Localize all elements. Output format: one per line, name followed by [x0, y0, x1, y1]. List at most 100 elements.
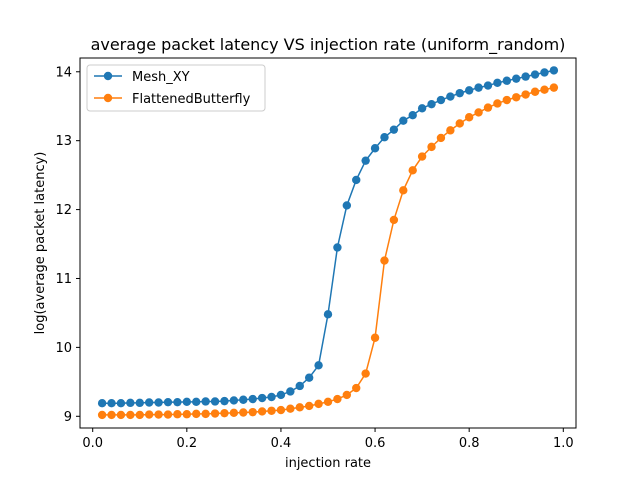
- data-point-flattenedbutterfly: [540, 85, 549, 94]
- data-point-mesh-xy: [163, 397, 173, 407]
- data-point-flattenedbutterfly: [380, 256, 389, 265]
- data-point-mesh-xy: [107, 398, 116, 408]
- data-point-flattenedbutterfly: [286, 404, 295, 413]
- x-tick-label: 0.8: [459, 436, 480, 451]
- data-point-flattenedbutterfly: [446, 126, 455, 135]
- data-point-flattenedbutterfly: [314, 399, 323, 409]
- data-point-mesh-xy: [446, 92, 455, 101]
- data-point-flattenedbutterfly: [399, 186, 408, 195]
- data-point-flattenedbutterfly: [427, 142, 436, 152]
- data-point-mesh-xy: [248, 394, 257, 404]
- data-point-mesh-xy: [144, 398, 154, 407]
- plot-frame: [79, 57, 577, 429]
- y-tick-label: 13: [55, 134, 72, 149]
- data-point-flattenedbutterfly: [248, 407, 257, 417]
- data-point-flattenedbutterfly: [135, 410, 144, 420]
- data-point-flattenedbutterfly: [97, 410, 107, 420]
- data-point-mesh-xy: [380, 133, 389, 142]
- series-layer: [97, 66, 559, 420]
- data-point-mesh-xy: [352, 175, 361, 185]
- data-point-mesh-xy: [455, 88, 464, 98]
- x-tick-label: 0.2: [176, 436, 197, 451]
- data-point-flattenedbutterfly: [229, 408, 239, 418]
- data-point-mesh-xy: [229, 396, 239, 405]
- x-tick-label: 0.4: [271, 436, 292, 451]
- y-tick-label: 10: [55, 341, 72, 356]
- data-point-flattenedbutterfly: [512, 93, 521, 102]
- data-point-flattenedbutterfly: [107, 410, 116, 420]
- data-point-flattenedbutterfly: [352, 383, 361, 393]
- data-point-mesh-xy: [342, 201, 352, 210]
- legend-box: [86, 64, 266, 112]
- data-point-flattenedbutterfly: [361, 369, 370, 378]
- data-point-mesh-xy: [154, 398, 163, 407]
- legend-marker-flattenedbutterfly: [103, 93, 113, 103]
- data-point-mesh-xy: [97, 398, 107, 408]
- data-point-mesh-xy: [182, 397, 192, 407]
- data-point-flattenedbutterfly: [455, 119, 464, 128]
- data-point-mesh-xy: [370, 144, 380, 153]
- data-point-flattenedbutterfly: [192, 409, 201, 419]
- data-point-mesh-xy: [474, 83, 483, 92]
- x-axis: 0.0 0.2 0.4 0.6 0.8 1.0: [82, 428, 574, 451]
- data-point-mesh-xy: [417, 104, 427, 113]
- y-axis: 9 10 11 12 13 14: [55, 65, 80, 425]
- x-tick-label: 1.0: [553, 436, 574, 451]
- data-point-flattenedbutterfly: [201, 409, 210, 419]
- data-point-mesh-xy: [436, 95, 446, 105]
- data-point-flattenedbutterfly: [239, 408, 248, 417]
- data-point-mesh-xy: [361, 156, 370, 165]
- data-point-mesh-xy: [333, 243, 342, 252]
- data-point-flattenedbutterfly: [493, 99, 502, 108]
- data-point-flattenedbutterfly: [521, 90, 530, 99]
- data-point-flattenedbutterfly: [267, 406, 276, 415]
- x-tick-label: 0.6: [365, 436, 386, 451]
- data-point-flattenedbutterfly: [408, 166, 417, 175]
- chart-title: average packet latency VS injection rate…: [91, 35, 566, 55]
- data-point-mesh-xy: [257, 393, 267, 403]
- data-point-flattenedbutterfly: [220, 408, 229, 418]
- data-point-mesh-xy: [540, 68, 549, 77]
- data-point-mesh-xy: [126, 398, 135, 408]
- data-point-flattenedbutterfly: [436, 133, 446, 143]
- data-point-flattenedbutterfly: [182, 410, 192, 419]
- data-point-mesh-xy: [295, 381, 304, 391]
- data-point-flattenedbutterfly: [342, 390, 352, 400]
- data-point-mesh-xy: [239, 395, 248, 404]
- data-point-flattenedbutterfly: [474, 108, 483, 117]
- data-point-flattenedbutterfly: [304, 401, 314, 411]
- data-point-mesh-xy: [549, 66, 559, 75]
- data-point-mesh-xy: [220, 396, 229, 406]
- data-point-flattenedbutterfly: [370, 333, 380, 342]
- legend: Mesh_XY FlattenedButterfly: [86, 64, 266, 112]
- data-point-mesh-xy: [530, 70, 540, 79]
- data-point-mesh-xy: [521, 72, 530, 81]
- data-point-mesh-xy: [408, 110, 417, 120]
- data-point-flattenedbutterfly: [144, 410, 154, 419]
- data-point-flattenedbutterfly: [530, 87, 540, 96]
- data-point-mesh-xy: [192, 397, 201, 407]
- data-point-mesh-xy: [201, 397, 210, 406]
- data-point-flattenedbutterfly: [210, 409, 220, 418]
- x-tick-label: 0.0: [82, 436, 103, 451]
- data-point-mesh-xy: [493, 78, 502, 88]
- data-point-flattenedbutterfly: [417, 152, 427, 161]
- x-axis-label: injection rate: [285, 456, 371, 471]
- data-point-mesh-xy: [502, 76, 512, 85]
- data-point-mesh-xy: [389, 125, 399, 134]
- data-point-flattenedbutterfly: [295, 403, 304, 412]
- legend-marker-mesh-xy: [103, 71, 113, 81]
- data-point-mesh-xy: [286, 387, 295, 396]
- y-tick-label: 14: [55, 65, 72, 80]
- data-point-mesh-xy: [323, 310, 333, 319]
- y-tick-label: 9: [64, 410, 72, 425]
- data-point-mesh-xy: [399, 116, 408, 125]
- data-point-flattenedbutterfly: [323, 397, 333, 407]
- data-point-flattenedbutterfly: [502, 95, 512, 105]
- data-point-mesh-xy: [276, 390, 286, 400]
- data-point-flattenedbutterfly: [173, 410, 182, 419]
- data-point-flattenedbutterfly: [154, 410, 163, 419]
- data-point-flattenedbutterfly: [163, 410, 173, 419]
- y-axis-label: log(average packet latency): [33, 152, 48, 335]
